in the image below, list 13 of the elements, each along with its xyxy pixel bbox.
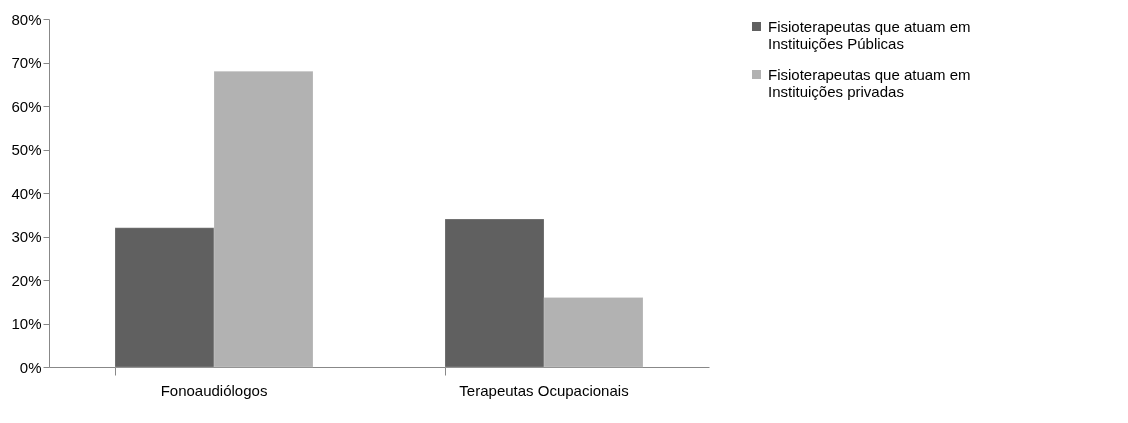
x-tick-label: Fonoaudiólogos: [160, 381, 268, 399]
y-tick-label: 50%: [11, 141, 42, 158]
y-tick-label: 0%: [19, 358, 42, 376]
y-tick-label: 80%: [11, 10, 42, 28]
legend-label: Fisioterapeutas que atuam em Instituições Públicas: [768, 17, 971, 52]
y-tick-label: 20%: [11, 271, 42, 289]
y-tick-label: 10%: [11, 315, 42, 332]
x-tick-label: Terapeutas Ocupacionais: [459, 381, 629, 399]
legend-label: Fisioterapeutas que atuam em Instituições privadas: [768, 65, 971, 100]
y-tick-label: 30%: [11, 228, 42, 245]
y-tick-label: 40%: [11, 184, 42, 202]
y-tick-label: 60%: [11, 97, 42, 115]
y-tick-label: 70%: [11, 54, 42, 71]
